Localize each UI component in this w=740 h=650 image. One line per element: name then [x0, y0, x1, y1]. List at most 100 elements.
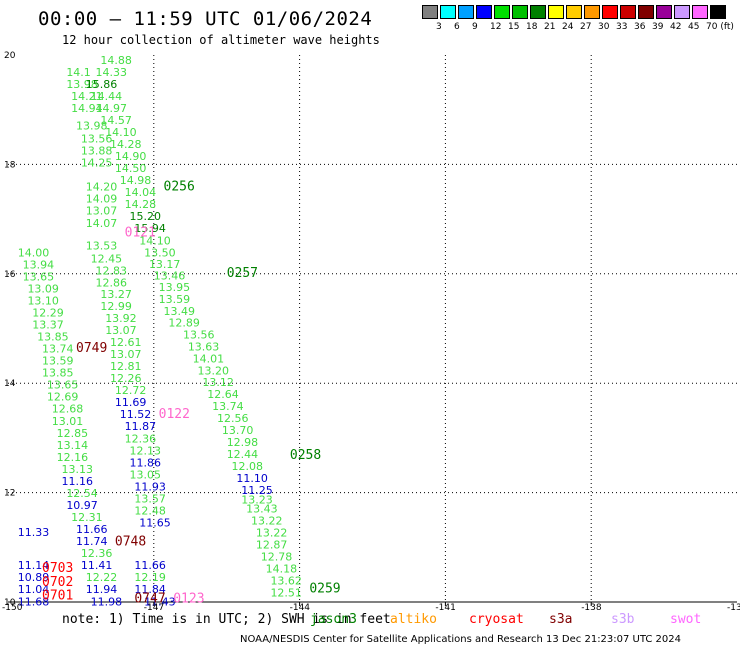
legend-swatch — [584, 5, 600, 19]
wave-height-value: 13.07 — [105, 324, 137, 337]
wave-height-value: 13.09 — [27, 282, 59, 295]
axis-labels: 20 18 16 14 12 10-150 -147 -144 -141 -138 -13 — [2, 51, 740, 613]
wave-height-value: 13.49 — [164, 305, 196, 318]
wave-height-value: 11.94 — [86, 583, 118, 596]
wave-height-value: 13.22 — [251, 514, 283, 527]
wave-height-value: 14.33 — [95, 66, 127, 79]
pass-time-label: 0701 — [42, 588, 73, 603]
wave-height-value: 14.88 — [100, 54, 132, 67]
wave-height-value: 12.69 — [47, 391, 79, 404]
wave-height-value: 14.28 — [125, 198, 157, 211]
wave-height-value: 13.27 — [100, 288, 132, 301]
wave-height-value: 11.04 — [18, 583, 50, 596]
legend-swatch — [548, 5, 564, 19]
lon-tick-label: -138 — [581, 603, 602, 613]
color-legend: 3 6 9 12 15 18 21 24 27 30 33 36 39 42 45 70 (ft) — [422, 5, 740, 33]
sat-swot: swot — [670, 612, 702, 627]
wave-height-value: 12.44 — [227, 448, 259, 461]
wave-height-value: 14.09 — [86, 193, 118, 206]
wave-height-value: 13.05 — [130, 468, 162, 481]
wave-height-value: 13.14 — [57, 439, 89, 452]
lat-tick-label: 20 — [4, 51, 16, 61]
wave-height-value: 12.54 — [66, 487, 98, 500]
legend-label: 9 — [472, 22, 478, 32]
lon-tick-label: -150 — [2, 603, 23, 613]
wave-height-value: 13.37 — [32, 319, 64, 332]
wave-height-value: 12.72 — [115, 384, 147, 397]
wave-height-value: 14.20 — [86, 181, 118, 194]
legend-label: 18 — [526, 22, 538, 32]
legend-note: note: 1) Time is in UTC; 2) SWH is in fe… — [0, 612, 740, 632]
wave-height-value: 13.62 — [270, 574, 302, 587]
wave-height-value: 13.56 — [183, 328, 215, 341]
wave-height-value: 12.48 — [134, 504, 166, 517]
legend-swatch — [602, 5, 618, 19]
legend-label: 3 — [436, 22, 442, 32]
wave-height-value: 14.00 — [18, 246, 50, 259]
legend-swatch — [512, 5, 528, 19]
wave-height-value: 14.25 — [81, 157, 113, 170]
lat-tick-label: 10 — [4, 598, 16, 608]
wave-height-value: 14.97 — [95, 102, 127, 115]
lat-tick-label: 18 — [4, 160, 16, 170]
wave-height-value: 11.74 — [76, 535, 108, 548]
wave-height-value: 12.98 — [227, 436, 259, 449]
sat-s3b: s3b — [611, 612, 635, 627]
wave-height-value: 11.43 — [144, 595, 176, 608]
grid-lines — [8, 55, 737, 603]
wave-height-value: 12.08 — [232, 460, 264, 473]
legend-label: 24 — [562, 22, 574, 32]
wave-height-value: 14.90 — [115, 150, 147, 163]
wave-height-value: 12.85 — [57, 427, 89, 440]
wave-height-value: 13.50 — [144, 246, 176, 259]
wave-height-value: 12.26 — [110, 372, 142, 385]
wave-height-value: 13.56 — [81, 133, 113, 146]
wave-height-value: 12.19 — [134, 571, 166, 584]
wave-height-value: 12.31 — [71, 511, 103, 524]
wave-height-value: 11.93 — [134, 480, 166, 493]
pass-time-label: 0256 — [164, 180, 195, 195]
lon-tick-label: -13 — [727, 603, 740, 613]
wave-height-value: 13.65 — [47, 379, 79, 392]
legend-swatch — [620, 5, 636, 19]
wave-height-value: 13.85 — [37, 331, 69, 344]
wave-height-value: 14.44 — [91, 90, 123, 103]
sat-jason3: jason3 — [310, 612, 357, 627]
wave-height-value: 12.81 — [110, 360, 142, 373]
wave-height-value: 11.52 — [120, 408, 152, 421]
wave-height-value: 10.89 — [18, 571, 50, 584]
legend-label: 70 (ft) — [706, 22, 734, 32]
legend-label: 42 — [670, 22, 682, 32]
wave-height-value: 14.98 — [120, 174, 152, 187]
legend-label: 39 — [652, 22, 664, 32]
wave-height-value: 12.86 — [95, 276, 127, 289]
pass-time-label: 0121 — [125, 226, 156, 241]
wave-height-value: 12.99 — [100, 300, 132, 313]
wave-height-value: 11.69 — [115, 396, 147, 409]
wave-height-value: 11.66 — [76, 523, 108, 536]
wave-height-value: 13.74 — [42, 343, 74, 356]
legend-label: 45 — [688, 22, 700, 32]
wave-height-value: 13.94 — [23, 258, 55, 271]
sat-altiko: altiko — [390, 612, 437, 627]
lon-tick-label: -141 — [435, 603, 455, 613]
lon-tick-label: -144 — [290, 603, 311, 613]
pass-time-label: 0749 — [76, 341, 107, 356]
lat-tick-label: 14 — [4, 379, 16, 389]
wave-height-value: 13.22 — [256, 526, 287, 539]
wave-height-value: 14.01 — [193, 352, 225, 365]
wave-height-value: 11.10 — [236, 472, 267, 485]
wave-height-value: 13.65 — [23, 270, 55, 283]
wave-height-value: 13.10 — [27, 294, 59, 307]
legend-label: 12 — [490, 22, 502, 32]
legend-swatch — [440, 5, 456, 19]
wave-height-value: 11.25 — [241, 484, 273, 497]
pass-time-label: 0257 — [227, 266, 258, 281]
footer-credit: NOAA/NESDIS Center for Satellite Applica… — [240, 634, 682, 645]
pass-time-label: 0703 — [42, 561, 73, 576]
wave-height-value: 13.23 — [241, 494, 273, 507]
wave-height-value: 11.16 — [61, 475, 93, 488]
wave-height-value: 13.07 — [110, 348, 142, 361]
